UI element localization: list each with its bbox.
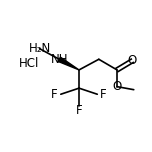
Polygon shape	[58, 57, 79, 70]
Text: O: O	[112, 80, 122, 93]
Text: F: F	[51, 88, 58, 101]
Text: O: O	[128, 54, 137, 67]
Text: NH: NH	[50, 53, 68, 66]
Text: H₂N: H₂N	[28, 42, 51, 55]
Text: F: F	[100, 88, 107, 101]
Text: HCl: HCl	[19, 57, 39, 70]
Text: F: F	[76, 104, 82, 117]
